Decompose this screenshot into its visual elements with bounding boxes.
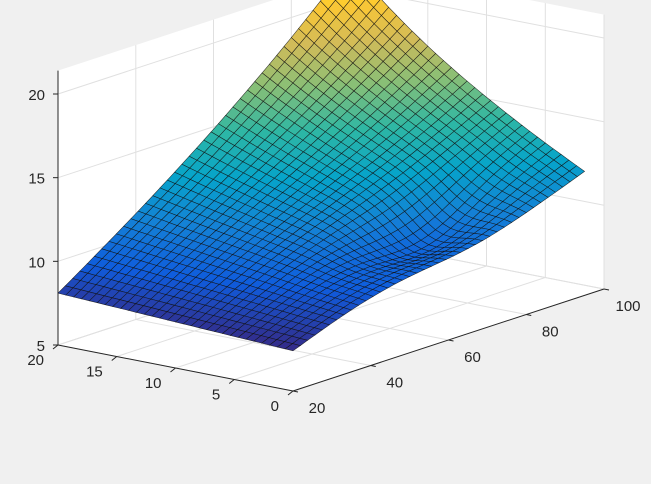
- surface-mesh: [57, 0, 586, 352]
- x-tick: [603, 288, 610, 291]
- x-tick-label: 80: [542, 324, 559, 341]
- y-tick: [52, 344, 59, 350]
- z-tick-label: 20: [28, 87, 45, 104]
- y-tick-label: 5: [212, 387, 220, 404]
- y-tick: [111, 356, 118, 361]
- x-tick-label: 20: [309, 400, 326, 417]
- y-tick-label: 20: [27, 352, 44, 369]
- x-tick: [526, 314, 532, 316]
- x-tick-label: 100: [615, 298, 640, 315]
- grid-line-z: [57, 0, 605, 95]
- y-tick-label: 10: [145, 375, 162, 392]
- z-tick-label: 5: [37, 338, 45, 355]
- x-tick-label: 40: [386, 375, 403, 392]
- x-tick: [292, 390, 299, 393]
- y-tick-label: 15: [86, 364, 103, 381]
- y-tick-label: 0: [271, 398, 279, 415]
- y-tick: [170, 367, 176, 373]
- y-tick: [228, 379, 235, 384]
- surface-cell: [284, 343, 301, 352]
- x-tick: [370, 365, 376, 367]
- y-tick: [287, 390, 294, 396]
- x-tick: [448, 339, 454, 342]
- x-tick-label: 60: [464, 349, 481, 366]
- z-tick-label: 15: [28, 171, 45, 188]
- z-tick-label: 10: [28, 254, 45, 271]
